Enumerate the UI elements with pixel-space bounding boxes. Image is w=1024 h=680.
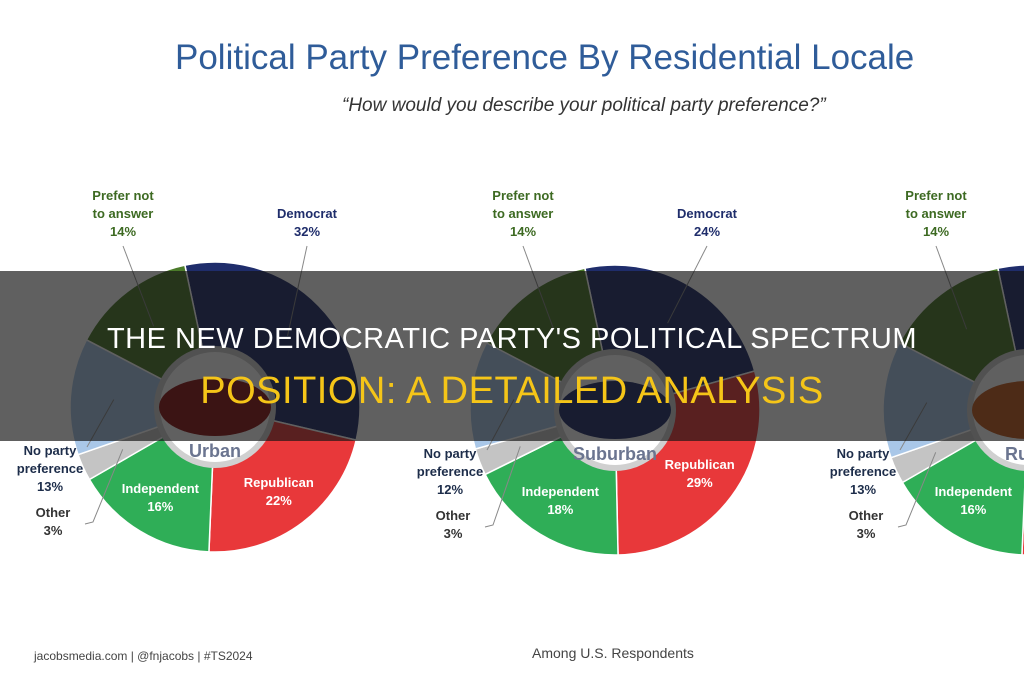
slice-value-republican: 29% — [687, 475, 713, 490]
headline: THE NEW DEMOCRATIC PARTY'S POLITICAL SPE… — [0, 313, 1024, 417]
slice-value-prefer-not-to-answer: 14% — [923, 224, 949, 239]
headline-line-2: POSITION: A DETAILED ANALYSIS — [200, 370, 824, 412]
slice-label-republican: Republican — [665, 457, 735, 472]
chart-subtitle: “How would you describe your political p… — [342, 95, 826, 116]
center-label-rural: Rural — [1005, 444, 1024, 464]
slice-label-prefer-not-to-answer: to answer — [93, 206, 154, 221]
slice-label-no-party-preference: No party — [424, 446, 478, 461]
slice-label-no-party-preference: No party — [837, 446, 891, 461]
center-label-suburban: Suburban — [573, 444, 657, 464]
chart-title: Political Party Preference By Residentia… — [175, 38, 915, 77]
slice-label-prefer-not-to-answer: to answer — [906, 206, 967, 221]
slice-label-no-party-preference: preference — [830, 464, 896, 479]
leader-line — [84, 449, 124, 525]
slice-label-prefer-not-to-answer: Prefer not — [905, 188, 967, 203]
slice-value-other: 3% — [44, 523, 63, 538]
slice-value-other: 3% — [444, 526, 463, 541]
slice-label-prefer-not-to-answer: to answer — [493, 206, 554, 221]
headline-line-1: THE NEW DEMOCRATIC PARTY'S POLITICAL SPE… — [106, 323, 918, 355]
slice-value-other: 3% — [857, 526, 876, 541]
slice-label-prefer-not-to-answer: Prefer not — [492, 188, 554, 203]
slice-label-democrat: Democrat — [277, 206, 338, 221]
leader-line — [484, 446, 521, 528]
slice-value-no-party-preference: 13% — [850, 482, 876, 497]
slice-value-democrat: 32% — [294, 224, 320, 239]
headline-overlay — [0, 271, 1024, 441]
center-label-urban: Urban — [189, 441, 241, 461]
slice-value-prefer-not-to-answer: 14% — [510, 224, 536, 239]
slice-value-democrat: 24% — [694, 224, 720, 239]
slice-value-no-party-preference: 12% — [437, 482, 463, 497]
slice-value-independent: 18% — [547, 502, 573, 517]
slice-label-democrat: Democrat — [677, 206, 738, 221]
slice-value-prefer-not-to-answer: 14% — [110, 224, 136, 239]
footer-credits: jacobsmedia.com | @fnjacobs | #TS2024 — [34, 649, 253, 663]
slice-label-prefer-not-to-answer: Prefer not — [92, 188, 154, 203]
slice-label-no-party-preference: preference — [417, 464, 483, 479]
slice-label-republican: Republican — [244, 475, 314, 490]
slice-label-independent: Independent — [522, 484, 600, 499]
slice-label-no-party-preference: No party — [24, 443, 78, 458]
slice-label-other: Other — [36, 505, 71, 520]
slice-value-republican: 22% — [266, 493, 292, 508]
slice-label-other: Other — [436, 508, 471, 523]
footer-note: Among U.S. Respondents — [532, 645, 694, 661]
slice-label-no-party-preference: preference — [17, 461, 83, 476]
slice-label-independent: Independent — [122, 481, 200, 496]
slice-value-no-party-preference: 13% — [37, 479, 63, 494]
slice-value-independent: 16% — [960, 502, 986, 517]
slice-value-independent: 16% — [147, 499, 173, 514]
slice-label-other: Other — [849, 508, 884, 523]
leader-line — [897, 452, 937, 528]
slice-label-independent: Independent — [935, 484, 1013, 499]
